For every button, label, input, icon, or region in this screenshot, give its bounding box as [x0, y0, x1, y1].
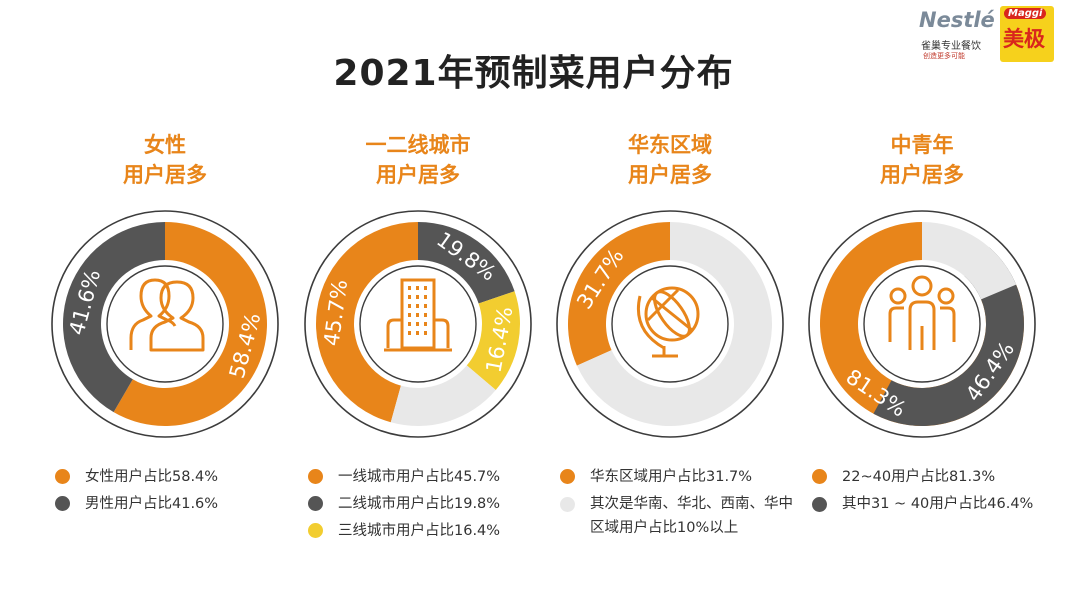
donut-slice [390, 365, 496, 426]
chart-subtitle: 用户居多 [628, 163, 712, 187]
users-icon [129, 278, 205, 352]
nestle-tagline: 创造更多可能 [923, 52, 965, 60]
donut-slice [418, 222, 515, 304]
donut-chart: 31.7% [556, 210, 784, 438]
donut-chart: 81.3% 46.4% [808, 210, 1036, 438]
inner-ring [863, 265, 981, 383]
inner-ring [359, 265, 477, 383]
nestle-subtitle: 雀巢专业餐饮 [921, 41, 981, 52]
legend-dot-icon [560, 497, 575, 512]
maggi-wordmark: Maggi [1004, 8, 1047, 19]
legend-label: 三线城市用户占比16.4% [338, 523, 501, 539]
legend-dot-icon [55, 469, 70, 484]
nestle-logo: Nestlé 雀巢专业餐饮 创造更多可能 [915, 6, 997, 62]
donut-slice [113, 222, 267, 426]
chart-legend: 一线城市用户占比45.7% 二线城市用户占比19.8% 三线城市用户占比16.4% [308, 465, 548, 546]
chart-subtitle: 用户居多 [123, 163, 207, 187]
group-icon [888, 275, 956, 350]
chart-title: 中青年 [890, 133, 954, 157]
donut-slice [576, 222, 772, 426]
legend-label: 女性用户占比58.4% [85, 469, 219, 485]
chart-title: 女性 [144, 133, 186, 157]
inner-ring [106, 265, 224, 383]
chart-legend: 华东区域用户占比31.7% 其次是华南、华北、西南、华中区域用户占比10%以上 [560, 465, 800, 540]
chart-legend: 女性用户占比58.4% 男性用户占比41.6% [55, 465, 295, 519]
donut-slice [568, 222, 670, 366]
maggi-logo: Maggi 美极 [1000, 6, 1054, 62]
donut-slice [315, 222, 418, 423]
donut-slice [62, 222, 165, 413]
legend-label: 22~40用户占比81.3% [842, 469, 996, 485]
legend-dot-icon [308, 469, 323, 484]
legend-dot-icon [308, 523, 323, 538]
legend-label: 其中31 ~ 40用户占比46.4% [842, 496, 1034, 512]
donut-chart: 58.4%41.6% [51, 210, 279, 438]
donut-slice [922, 222, 1017, 300]
legend-item: 一线城市用户占比45.7% [308, 465, 548, 492]
legend-label: 华东区域用户占比31.7% [590, 469, 753, 485]
legend-item: 男性用户占比41.6% [55, 492, 295, 519]
legend-item: 华东区域用户占比31.7% [560, 465, 800, 492]
legend-label: 其次是华南、华北、西南、华中区域用户占比10%以上 [590, 496, 793, 536]
legend-dot-icon [308, 496, 323, 511]
chart-title: 华东区域 [628, 133, 712, 157]
legend-dot-icon [55, 496, 70, 511]
inner-ring [611, 265, 729, 383]
legend-label: 一线城市用户占比45.7% [338, 469, 501, 485]
building-icon [384, 278, 452, 352]
legend-item: 其次是华南、华北、西南、华中区域用户占比10%以上 [560, 492, 800, 540]
chart-legend: 22~40用户占比81.3% 其中31 ~ 40用户占比46.4% [812, 465, 1052, 540]
legend-dot-icon [560, 469, 575, 484]
chart-subtitle: 用户居多 [376, 163, 460, 187]
legend-dot-icon [812, 497, 827, 512]
donut-slice [466, 291, 520, 390]
legend-item: 22~40用户占比81.3% [812, 465, 1052, 492]
maggi-chinese-name: 美极 [1003, 27, 1045, 51]
donut-chart: 45.7%19.8%16.4% [304, 210, 532, 438]
globe-icon [636, 286, 700, 358]
legend-item: 女性用户占比58.4% [55, 465, 295, 492]
chart-subtitle: 用户居多 [880, 163, 964, 187]
nestle-wordmark: Nestlé [919, 8, 995, 32]
chart-title: 一二线城市 [365, 133, 471, 157]
legend-item: 其中31 ~ 40用户占比46.4% [812, 492, 1052, 540]
legend-dot-icon [812, 469, 827, 484]
legend-item: 三线城市用户占比16.4% [308, 519, 548, 546]
page-title: 2021年预制菜用户分布 [333, 53, 734, 94]
legend-item: 二线城市用户占比19.8% [308, 492, 548, 519]
legend-label: 二线城市用户占比19.8% [338, 496, 501, 512]
legend-label: 男性用户占比41.6% [85, 496, 219, 512]
